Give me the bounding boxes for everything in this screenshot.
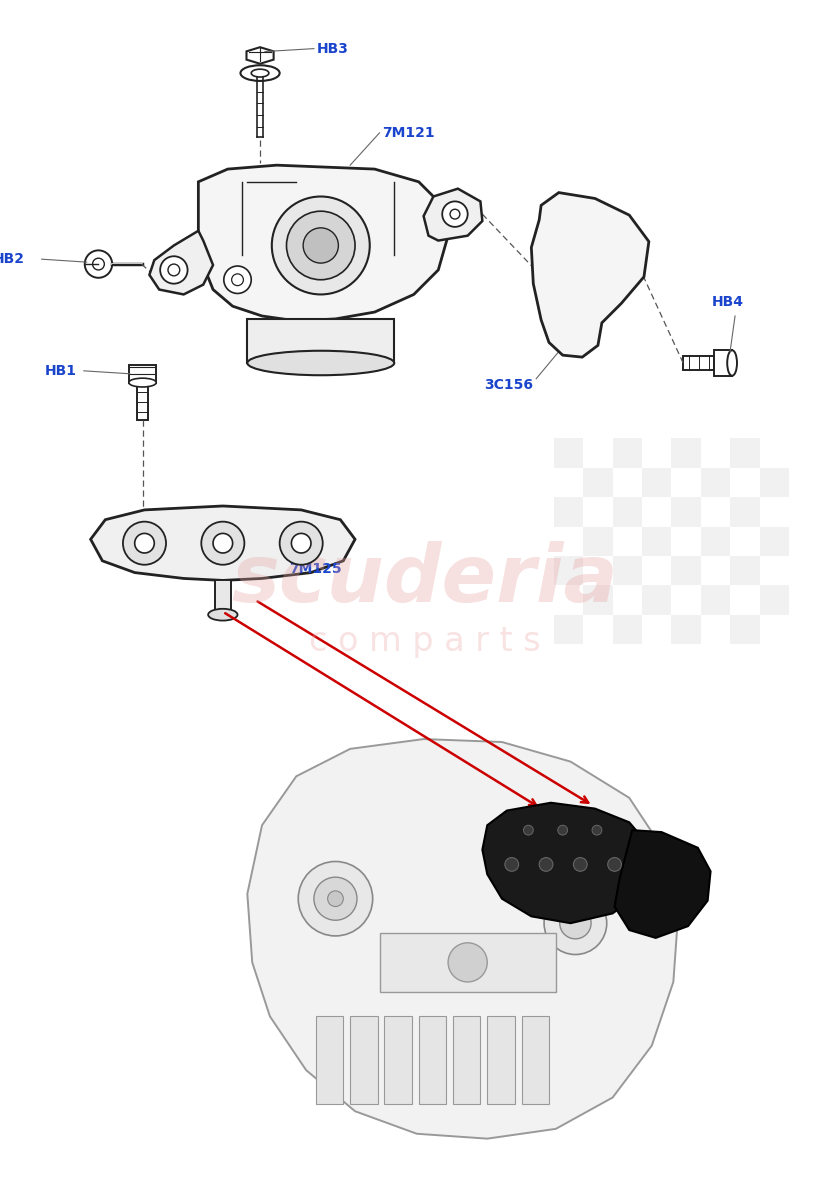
Bar xyxy=(612,438,642,468)
Polygon shape xyxy=(615,830,711,938)
Bar xyxy=(612,497,642,527)
Text: 3C156: 3C156 xyxy=(484,378,533,391)
Ellipse shape xyxy=(251,70,269,77)
Bar xyxy=(671,497,701,527)
Ellipse shape xyxy=(727,350,737,376)
Bar xyxy=(760,527,789,556)
Bar xyxy=(453,1016,480,1104)
Bar xyxy=(760,468,789,497)
Polygon shape xyxy=(532,192,649,358)
Bar xyxy=(583,468,612,497)
Text: 7M121: 7M121 xyxy=(383,126,435,140)
Polygon shape xyxy=(150,230,213,294)
Polygon shape xyxy=(247,319,394,362)
Bar xyxy=(612,614,642,644)
Bar xyxy=(671,556,701,586)
Bar xyxy=(730,497,760,527)
Bar xyxy=(671,438,701,468)
Ellipse shape xyxy=(208,608,237,620)
Circle shape xyxy=(303,228,339,263)
Ellipse shape xyxy=(240,65,280,80)
Ellipse shape xyxy=(247,350,394,376)
Polygon shape xyxy=(198,166,448,320)
Bar xyxy=(730,556,760,586)
Bar xyxy=(379,932,556,991)
Circle shape xyxy=(505,858,518,871)
Circle shape xyxy=(448,943,488,982)
Circle shape xyxy=(135,534,154,553)
Bar xyxy=(642,586,671,614)
Bar xyxy=(583,527,612,556)
Bar xyxy=(701,527,730,556)
Polygon shape xyxy=(247,739,678,1139)
Bar xyxy=(384,1016,412,1104)
Circle shape xyxy=(328,890,344,906)
Text: 7M125: 7M125 xyxy=(290,562,342,576)
Circle shape xyxy=(280,522,323,565)
Circle shape xyxy=(123,522,166,565)
Polygon shape xyxy=(423,188,483,240)
Circle shape xyxy=(286,211,355,280)
Circle shape xyxy=(298,862,373,936)
Text: HB2: HB2 xyxy=(0,252,25,266)
Polygon shape xyxy=(483,803,649,923)
Circle shape xyxy=(92,258,104,270)
Circle shape xyxy=(314,877,357,920)
Circle shape xyxy=(443,202,468,227)
Bar xyxy=(642,527,671,556)
Bar xyxy=(642,468,671,497)
Circle shape xyxy=(160,257,187,283)
Bar xyxy=(730,614,760,644)
Bar xyxy=(554,556,583,586)
Circle shape xyxy=(539,858,553,871)
Bar xyxy=(701,586,730,614)
Bar xyxy=(488,1016,515,1104)
Circle shape xyxy=(592,826,602,835)
Bar xyxy=(760,586,789,614)
Circle shape xyxy=(213,534,233,553)
Ellipse shape xyxy=(129,378,156,386)
Text: c o m p a r t s: c o m p a r t s xyxy=(309,625,541,658)
Circle shape xyxy=(272,197,369,294)
Text: scuderia: scuderia xyxy=(231,541,618,619)
Bar xyxy=(136,383,148,420)
Polygon shape xyxy=(246,47,274,64)
Text: HB3: HB3 xyxy=(317,42,349,55)
Bar xyxy=(316,1016,344,1104)
Bar xyxy=(683,356,715,370)
Bar xyxy=(671,614,701,644)
Bar xyxy=(554,614,583,644)
Bar xyxy=(554,497,583,527)
Circle shape xyxy=(607,858,622,871)
Bar xyxy=(215,581,230,614)
Circle shape xyxy=(544,892,607,954)
Bar xyxy=(612,556,642,586)
Circle shape xyxy=(557,826,567,835)
Circle shape xyxy=(224,266,251,294)
Bar xyxy=(701,468,730,497)
Circle shape xyxy=(85,251,112,277)
Circle shape xyxy=(560,907,591,938)
Circle shape xyxy=(523,826,533,835)
Text: HB1: HB1 xyxy=(45,364,77,378)
Bar xyxy=(418,1016,446,1104)
Circle shape xyxy=(291,534,311,553)
Circle shape xyxy=(201,522,245,565)
Bar xyxy=(522,1016,549,1104)
Polygon shape xyxy=(91,506,355,581)
Circle shape xyxy=(573,858,587,871)
Bar xyxy=(554,438,583,468)
Text: HB4: HB4 xyxy=(712,295,744,310)
Bar xyxy=(350,1016,378,1104)
Bar xyxy=(730,438,760,468)
Bar xyxy=(129,365,156,383)
Bar xyxy=(715,350,732,376)
Bar xyxy=(583,586,612,614)
